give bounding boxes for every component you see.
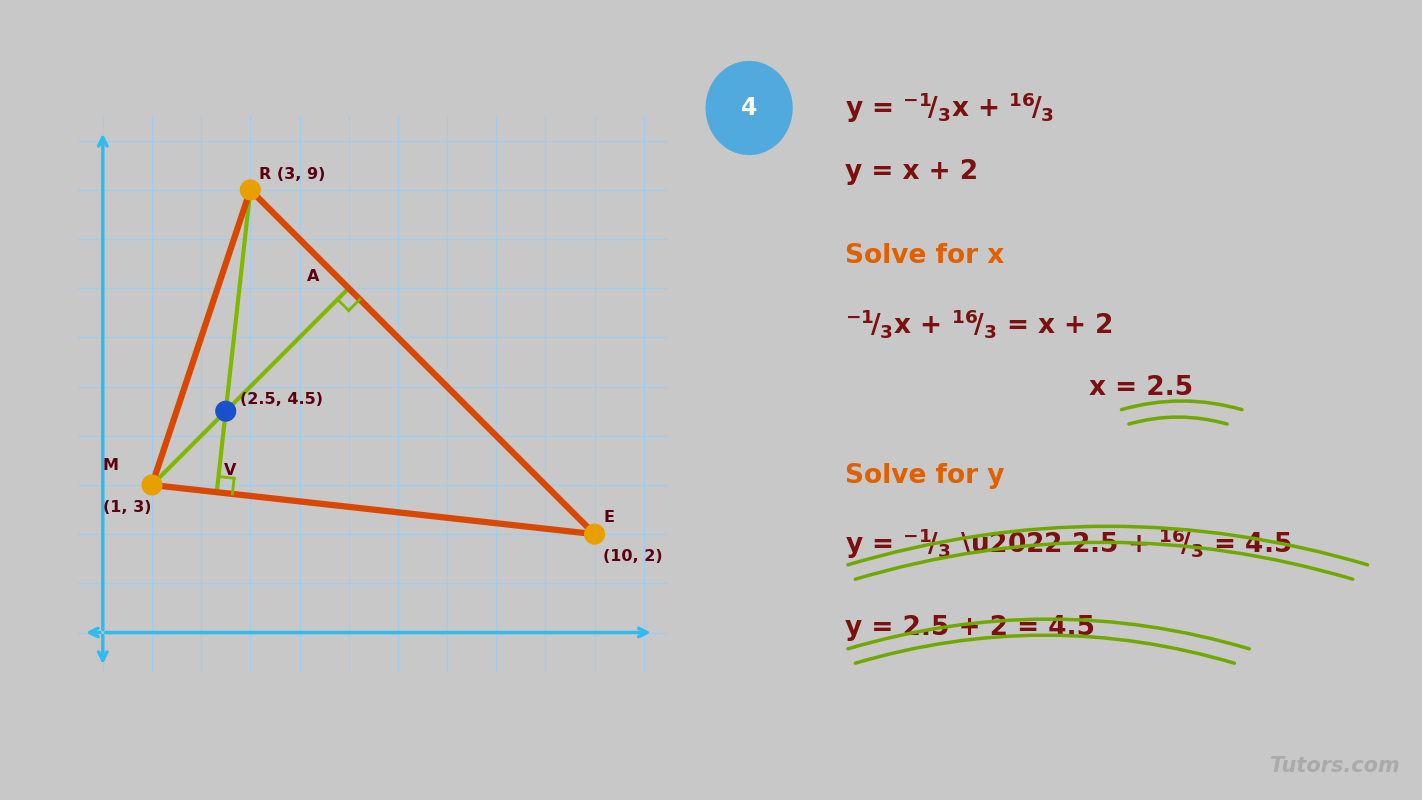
Circle shape xyxy=(240,180,260,200)
Text: Tutors.com: Tutors.com xyxy=(1270,756,1399,776)
Text: V: V xyxy=(225,463,236,478)
Text: (1, 3): (1, 3) xyxy=(102,500,151,515)
Text: y = x + 2: y = x + 2 xyxy=(845,159,978,185)
Text: A: A xyxy=(307,269,320,284)
Text: x = 2.5: x = 2.5 xyxy=(1089,375,1193,401)
Text: Solve for y: Solve for y xyxy=(845,463,1005,489)
Text: M: M xyxy=(102,458,119,474)
Text: R (3, 9): R (3, 9) xyxy=(259,167,326,182)
Text: y = 2.5 + 2 = 4.5: y = 2.5 + 2 = 4.5 xyxy=(845,615,1095,641)
Text: y = $\mathregular{^{-1}\!/_{3}}$ \u2022 2.5 + $\mathregular{^{16}\!/_{3}}$ = 4.5: y = $\mathregular{^{-1}\!/_{3}}$ \u2022 … xyxy=(845,526,1293,562)
Circle shape xyxy=(216,402,236,421)
Circle shape xyxy=(707,62,792,154)
Text: y = $\mathregular{^{-1}\!/_{3}}$x + $\mathregular{^{16}\!/_{3}}$: y = $\mathregular{^{-1}\!/_{3}}$x + $\ma… xyxy=(845,90,1055,126)
Text: (10, 2): (10, 2) xyxy=(603,550,663,564)
Text: Solve for x: Solve for x xyxy=(845,243,1004,269)
Circle shape xyxy=(584,524,604,544)
Text: $\mathregular{^{-1}\!/_{3}}$x + $\mathregular{^{16}\!/_{3}}$ = x + 2: $\mathregular{^{-1}\!/_{3}}$x + $\mathre… xyxy=(845,307,1113,341)
Text: E: E xyxy=(603,510,614,525)
Text: 4: 4 xyxy=(741,96,758,120)
Circle shape xyxy=(142,475,162,495)
Text: (2.5, 4.5): (2.5, 4.5) xyxy=(239,392,323,407)
